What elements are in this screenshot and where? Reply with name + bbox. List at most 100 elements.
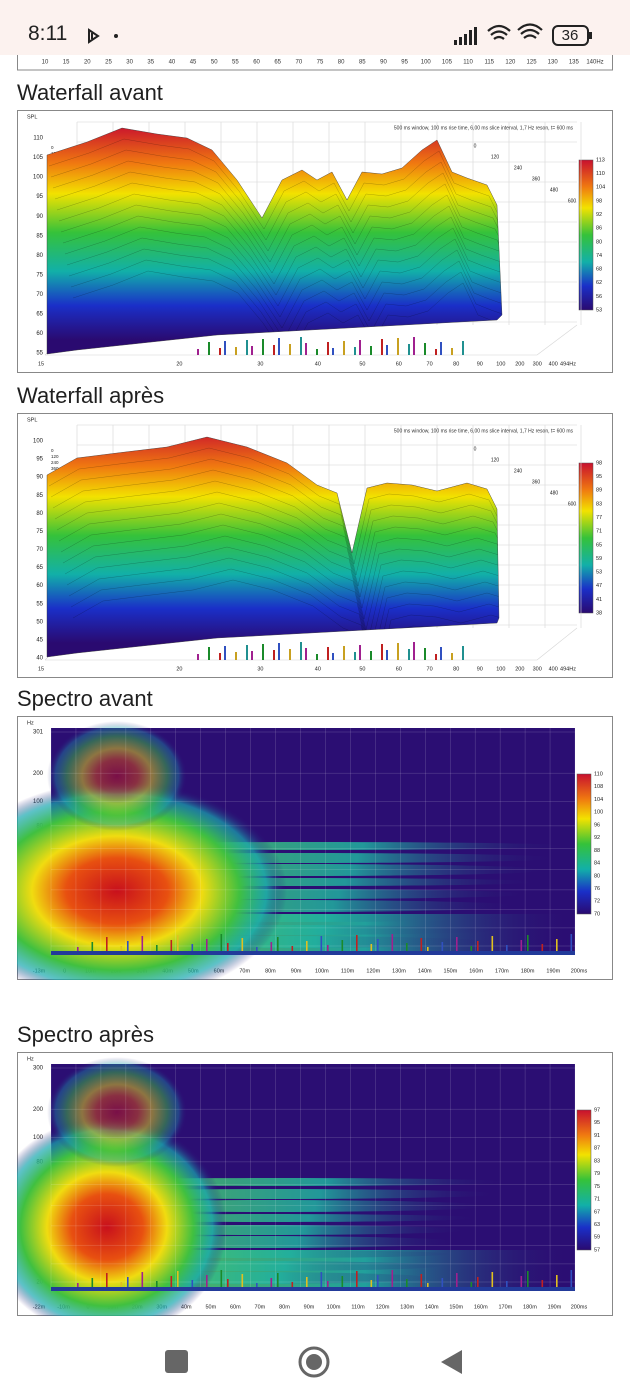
slice-line: [62, 215, 502, 354]
upper-spot: [47, 1057, 187, 1167]
section-heading: Spectro avant: [17, 686, 153, 711]
x-tick-label: 170m: [498, 1304, 512, 1310]
x-tick-label: 70m: [255, 1304, 266, 1310]
x-tick-label: 60: [396, 361, 402, 367]
color-bar-label: 92: [596, 212, 602, 218]
battery-level: 36: [562, 27, 579, 44]
x-tick-label: 400: [549, 361, 558, 367]
floor-bar: [273, 345, 275, 355]
depth-label: 120: [491, 154, 500, 160]
y-tick-label: 90: [36, 214, 43, 220]
axis-label: 75: [317, 60, 324, 66]
event-bar: [527, 1271, 529, 1287]
x-tick-label: 90: [477, 666, 483, 672]
color-bar-label: 59: [594, 1235, 600, 1241]
event-bar: [406, 943, 408, 951]
event-bar: [277, 1273, 279, 1287]
event-bar: [420, 1274, 423, 1287]
event-bar: [356, 1271, 358, 1287]
event-bar: [356, 935, 358, 951]
x-tick-label: 180m: [523, 1304, 537, 1310]
y-tick-label: 105: [33, 155, 44, 161]
axis-label: 100: [421, 60, 432, 66]
x-tick-label: 60: [396, 666, 402, 672]
floor-bar: [413, 642, 415, 660]
floor-bar: [451, 348, 453, 355]
color-bar-label: 92: [594, 835, 600, 841]
status-bar: 8:11 36: [0, 0, 630, 55]
color-bar-label: 104: [594, 797, 603, 803]
hot-spot: [17, 781, 287, 980]
axis-label: 135: [569, 60, 580, 66]
depth-label: 360: [532, 479, 541, 485]
y-axis-unit: SPL: [27, 114, 37, 120]
y-tick-label: 60: [36, 331, 43, 337]
event-bar: [120, 946, 123, 951]
x-tick-label: 80m: [265, 968, 276, 974]
floor-bar: [262, 339, 264, 355]
event-bar: [170, 1276, 173, 1287]
previous-image-strip: 10 15 20 25 30 35 40 45 50 55 60 65 70 75 80 85 90 95 100 1…: [17, 55, 613, 71]
floor-bar: [197, 654, 199, 660]
axis-label: 110: [463, 60, 473, 66]
slice-line: [64, 535, 499, 657]
axis-label: 15: [63, 60, 70, 66]
floor-bar: [289, 344, 291, 355]
home-button-dot: [306, 1354, 322, 1370]
color-bar-label: 97: [594, 1107, 600, 1113]
info-text: 500 ms window, 100 ms rise time, 6,00 ms…: [394, 125, 574, 131]
event-bar: [427, 1283, 429, 1287]
floor-bar: [224, 341, 226, 355]
axis-label: 20: [84, 60, 91, 66]
x-tick-label: 15: [38, 361, 44, 367]
slice-line: [52, 469, 499, 652]
x-tick-label: 120m: [376, 1304, 390, 1310]
axis-strip: [51, 951, 575, 955]
event-bar: [206, 939, 208, 951]
depth-label: 120: [491, 457, 500, 463]
x-tick-label: 15: [38, 666, 44, 672]
x-tick-label: 100m: [315, 968, 329, 974]
recents-button[interactable]: [165, 1350, 188, 1373]
x-tick-label: 160m: [474, 1304, 488, 1310]
floor-bar: [278, 338, 280, 355]
plot-image: 98 95 89 83 77 71 65 59 53 47 41 38 SPL 100 95 90 85 80 75…: [17, 413, 613, 678]
slice-line: [68, 248, 502, 354]
floor-bar: [273, 650, 275, 660]
floor-bar: [386, 650, 388, 660]
event-bar: [556, 1275, 558, 1287]
floor-bar: [381, 339, 383, 355]
event-bar: [277, 937, 279, 951]
floor-bar: [289, 649, 291, 660]
x-tick-label: 140m: [425, 1304, 439, 1310]
y-axis-unit: Hz: [27, 1056, 34, 1062]
event-bar: [441, 1278, 444, 1287]
slice-line: [56, 182, 502, 354]
color-bar-label: 95: [596, 474, 602, 480]
y-axis-unit: Hz: [27, 720, 34, 726]
wifi-icon: [487, 23, 543, 40]
event-bar: [527, 935, 529, 951]
color-bar-label: 53: [596, 570, 602, 576]
slice-line: [60, 204, 502, 354]
y-tick-label: 301: [33, 730, 44, 736]
depth-label: 360: [51, 466, 59, 471]
floor-bar: [327, 342, 329, 355]
event-bar: [306, 941, 308, 951]
x-tick-label: 170m: [495, 968, 509, 974]
back-button[interactable]: [441, 1350, 462, 1374]
dot-icon: [114, 34, 118, 38]
surface-texture: [48, 447, 499, 657]
color-bar: [576, 1109, 592, 1251]
home-button[interactable]: [298, 1346, 330, 1378]
event-bar: [270, 1278, 273, 1287]
event-bar: [570, 934, 573, 951]
axis-label: 95: [401, 60, 408, 66]
x-tick-label: 190m: [548, 1304, 562, 1310]
plot-image: 1101081041009692888480767270Hz3012001008…: [17, 716, 613, 980]
x-tick-label: 70: [427, 361, 433, 367]
floor-bar: [208, 647, 210, 660]
color-bar-label: 83: [594, 1158, 600, 1164]
floor-bar: [370, 651, 372, 660]
floor-bar: [300, 337, 302, 355]
